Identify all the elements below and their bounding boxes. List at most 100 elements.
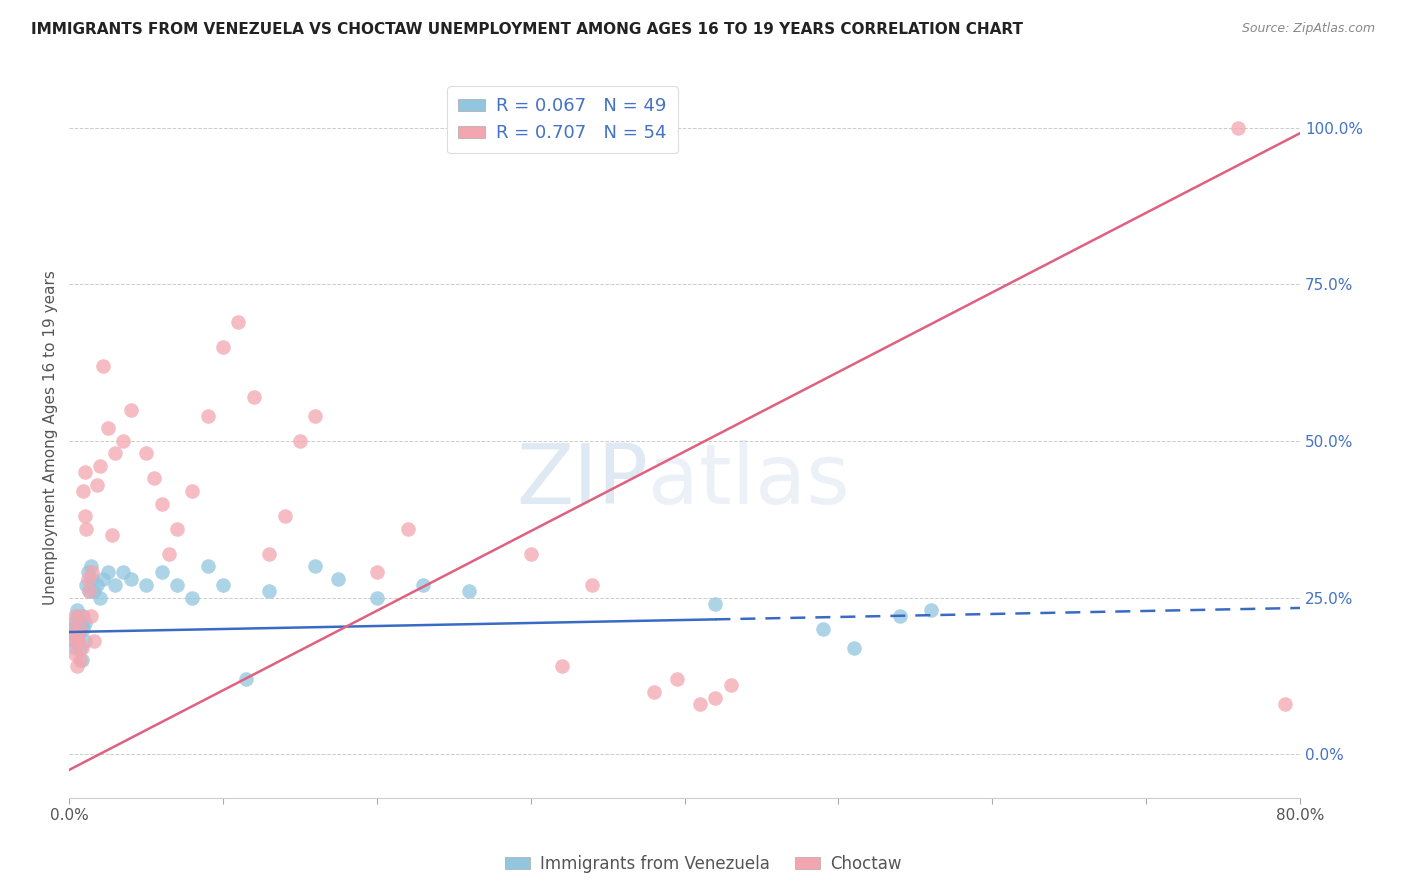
Point [86,477,108,491]
Point [235,672,257,686]
Point [228,315,250,329]
Point [72,622,94,636]
Point [212,340,235,354]
Point [720,678,742,692]
Point [150,497,173,511]
Text: ZIP: ZIP [516,441,648,522]
Point [120,572,142,586]
Point [66,659,89,673]
Point [73,615,96,630]
Point [63,634,86,648]
Legend: R = 0.067   N = 49, R = 0.707   N = 54: R = 0.067 N = 49, R = 0.707 N = 54 [447,87,678,153]
Point [77,584,100,599]
Point [76,566,98,580]
Point [257,584,280,599]
Point [920,603,942,617]
Point [142,471,165,485]
Point [83,634,105,648]
Point [112,566,135,580]
Point [889,609,911,624]
Point [65,628,87,642]
Point [70,615,93,630]
Point [166,578,188,592]
Point [166,522,188,536]
Point [73,465,96,479]
Point [76,572,98,586]
Point [89,458,111,473]
Point [1227,120,1250,135]
Point [1274,697,1296,711]
Point [273,509,295,524]
Point [243,390,266,404]
Point [70,653,93,667]
Point [65,609,87,624]
Point [328,572,350,586]
Point [70,640,93,655]
Point [157,547,180,561]
Point [66,603,89,617]
Point [82,572,104,586]
Point [643,684,665,698]
Point [66,622,89,636]
Point [550,659,572,673]
Point [704,690,727,705]
Point [197,409,219,423]
Point [212,578,235,592]
Point [69,653,91,667]
Point [288,434,311,448]
Point [458,584,481,599]
Point [520,547,543,561]
Point [150,566,173,580]
Point [366,591,388,605]
Point [75,578,97,592]
Point [63,615,86,630]
Point [104,446,127,460]
Point [60,622,83,636]
Point [80,559,103,574]
Point [304,409,326,423]
Point [181,483,204,498]
Point [69,622,91,636]
Point [82,566,104,580]
Point [89,591,111,605]
Point [181,591,204,605]
Point [811,622,834,636]
Text: atlas: atlas [648,441,849,522]
Point [67,628,90,642]
Point [120,402,142,417]
Point [66,609,89,624]
Point [80,609,103,624]
Point [67,634,90,648]
Point [665,672,688,686]
Point [72,609,94,624]
Point [73,509,96,524]
Point [83,584,105,599]
Point [86,578,108,592]
Point [97,421,120,435]
Point [75,522,97,536]
Point [396,522,419,536]
Point [70,609,93,624]
Y-axis label: Unemployment Among Ages 16 to 19 years: Unemployment Among Ages 16 to 19 years [44,270,58,605]
Point [69,622,91,636]
Point [65,647,87,661]
Point [257,547,280,561]
Point [101,528,124,542]
Point [63,634,86,648]
Text: Source: ZipAtlas.com: Source: ZipAtlas.com [1241,22,1375,36]
Point [60,622,83,636]
Point [112,434,135,448]
Point [77,584,100,599]
Point [72,483,94,498]
Point [65,640,87,655]
Text: IMMIGRANTS FROM VENEZUELA VS CHOCTAW UNEMPLOYMENT AMONG AGES 16 TO 19 YEARS CORR: IMMIGRANTS FROM VENEZUELA VS CHOCTAW UNE… [31,22,1024,37]
Point [412,578,434,592]
Point [73,634,96,648]
Point [197,559,219,574]
Point [91,572,114,586]
Point [366,566,388,580]
Point [704,597,727,611]
Point [304,559,326,574]
Point [66,628,89,642]
Point [689,697,711,711]
